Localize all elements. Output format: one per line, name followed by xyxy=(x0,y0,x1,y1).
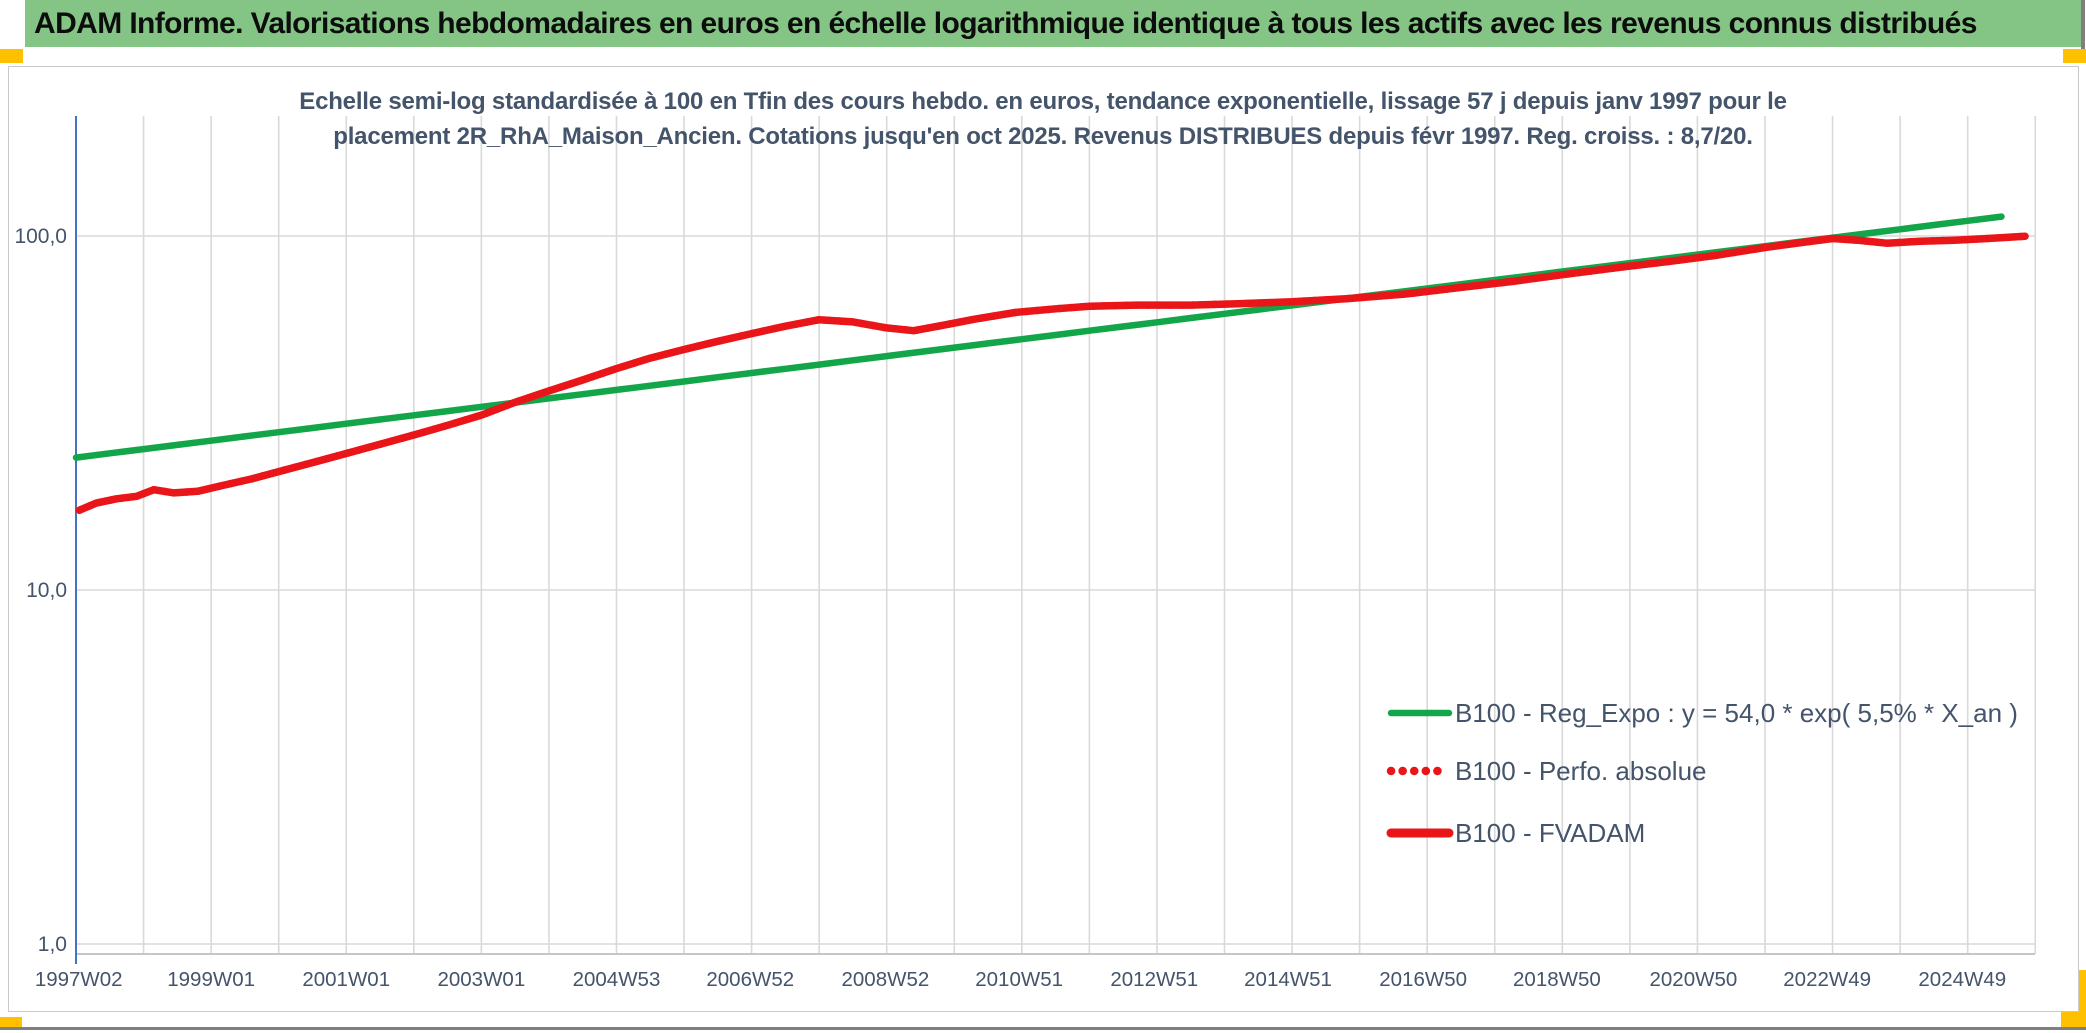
x-tick-label: 2014W51 xyxy=(1244,968,1332,991)
x-tick-label: 2008W52 xyxy=(841,968,929,991)
chart-area[interactable]: 100,0 10,0 1,0 1997W02 1999W01 2001W01 2003W01… xyxy=(8,66,2079,1012)
x-tick-label: 2018W50 xyxy=(1513,968,1601,991)
chart-title-line1: Echelle semi-log standardisée à 100 en T… xyxy=(299,88,1787,115)
legend-item-fvadam[interactable]: B100 - FVADAM xyxy=(1386,818,1645,848)
chart-title: Echelle semi-log standardisée à 100 en T… xyxy=(223,84,1863,154)
y-tick-label: 1,0 xyxy=(38,933,67,956)
x-tick-label: 2004W53 xyxy=(573,968,661,991)
corner-accent-top-right xyxy=(2063,49,2086,63)
chart-canvas: 100,0 10,0 1,0 1997W02 1999W01 2001W01 2003W01… xyxy=(14,116,2037,991)
legend-label: B100 - Perfo. absolue xyxy=(1455,756,1707,786)
x-tick-label: 2022W49 xyxy=(1783,968,1871,991)
x-tick-label: 1999W01 xyxy=(167,968,255,991)
series-line-fvadam xyxy=(75,232,2029,514)
corner-accent-bottom-left xyxy=(0,1017,22,1030)
x-tick-label: 2024W49 xyxy=(1918,968,2006,991)
legend-item-perfo-absolue[interactable]: B100 - Perfo. absolue xyxy=(1386,756,1707,786)
y-tick-label: 100,0 xyxy=(14,225,67,248)
chart-title-line2: placement 2R_RhA_Maison_Ancien. Cotation… xyxy=(333,123,1753,150)
x-tick-label: 2016W50 xyxy=(1379,968,1467,991)
legend-item-reg-expo[interactable]: B100 - Reg_Expo : y = 54,0 * exp( 5,5% *… xyxy=(1387,698,2018,728)
y-tick-label: 10,0 xyxy=(26,579,67,602)
legend-label: B100 - Reg_Expo : y = 54,0 * exp( 5,5% *… xyxy=(1455,698,2018,728)
sheet-edge-line-bottom xyxy=(0,1027,2086,1030)
x-tick-label: 1997W02 xyxy=(35,968,123,991)
legend-label: B100 - FVADAM xyxy=(1455,818,1645,848)
series-line-perfo-absolue xyxy=(75,232,2029,514)
x-tick-label: 2012W51 xyxy=(1110,968,1198,991)
x-tick-label: 2010W51 xyxy=(975,968,1063,991)
x-tick-label: 2003W01 xyxy=(437,968,525,991)
title-banner: ADAM Informe. Valorisations hebdomadaire… xyxy=(25,0,2082,47)
x-tick-label: 2020W50 xyxy=(1650,968,1738,991)
corner-accent-bottom-right-base xyxy=(2061,1011,2086,1027)
page-title: ADAM Informe. Valorisations hebdomadaire… xyxy=(34,6,1977,40)
x-tick-label: 2001W01 xyxy=(302,968,390,991)
sheet-edge-line-top-right xyxy=(2081,0,2085,50)
x-tick-label: 2006W52 xyxy=(706,968,794,991)
corner-accent-top-left xyxy=(0,49,23,63)
